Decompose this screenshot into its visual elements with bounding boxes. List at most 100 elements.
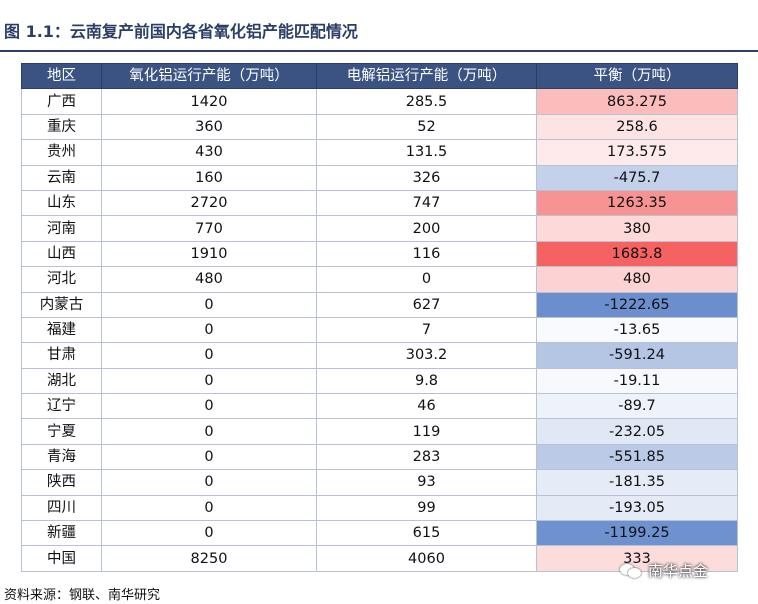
- region-cell: 福建: [21, 316, 102, 344]
- table-row: 贵州 430 131.5 173.575: [21, 139, 738, 166]
- balance-cell: -232.05: [536, 418, 738, 445]
- balance-cell: -1222.65: [536, 291, 738, 318]
- title-divider: [0, 50, 758, 52]
- watermark: 南华点金: [620, 560, 708, 581]
- region-cell: 新疆: [21, 520, 102, 547]
- region-cell: 重庆: [21, 113, 102, 141]
- alumina-capacity-cell: 480: [101, 266, 317, 293]
- header-alumina-capacity: 氧化铝运行产能（万吨）: [101, 62, 317, 90]
- balance-cell: 333: [536, 545, 738, 572]
- electrolytic-capacity-cell: 9.8: [316, 367, 537, 395]
- alumina-capacity-cell: 0: [101, 443, 317, 471]
- header-region: 地区: [21, 62, 102, 90]
- alumina-capacity-cell: 0: [101, 291, 317, 318]
- region-cell: 内蒙古: [21, 291, 102, 318]
- table-row: 云南 160 326 -475.7: [21, 164, 738, 191]
- electrolytic-capacity-cell: 4060: [316, 545, 537, 572]
- alumina-capacity-cell: 2720: [101, 189, 317, 217]
- electrolytic-capacity-cell: 615: [316, 520, 537, 547]
- balance-cell: -13.65: [536, 316, 738, 344]
- table-row: 甘肃 0 303.2 -591.24: [21, 342, 738, 369]
- region-cell: 青海: [21, 443, 102, 471]
- table-row: 山东 2720 747 1263.35: [21, 189, 738, 217]
- alumina-capacity-cell: 0: [101, 469, 317, 496]
- table-row: 辽宁 0 46 -89.7: [21, 393, 738, 420]
- electrolytic-capacity-cell: 46: [316, 393, 537, 420]
- table-row: 湖北 0 9.8 -19.11: [21, 367, 738, 395]
- alumina-capacity-cell: 0: [101, 367, 317, 395]
- region-cell: 甘肃: [21, 342, 102, 369]
- balance-cell: -193.05: [536, 494, 738, 522]
- table-row: 青海 0 283 -551.85: [21, 443, 738, 471]
- alumina-capacity-cell: 0: [101, 316, 317, 344]
- balance-cell: -591.24: [536, 342, 738, 369]
- region-cell: 辽宁: [21, 393, 102, 420]
- region-cell: 中国: [21, 545, 102, 572]
- electrolytic-capacity-cell: 285.5: [316, 88, 537, 115]
- alumina-capacity-cell: 0: [101, 393, 317, 420]
- region-cell: 四川: [21, 494, 102, 522]
- balance-cell: -181.35: [536, 469, 738, 496]
- table-row: 新疆 0 615 -1199.25: [21, 520, 738, 547]
- balance-cell: 863.275: [536, 88, 738, 115]
- balance-cell: 1683.8: [536, 240, 738, 268]
- electrolytic-capacity-cell: 116: [316, 240, 537, 268]
- wechat-icon: [620, 562, 642, 580]
- capacity-table: 地区 氧化铝运行产能（万吨） 电解铝运行产能（万吨） 平衡（万吨） 广西 1420…: [21, 62, 738, 572]
- balance-cell: 173.575: [536, 139, 738, 166]
- alumina-capacity-cell: 0: [101, 418, 317, 445]
- alumina-capacity-cell: 430: [101, 139, 317, 166]
- electrolytic-capacity-cell: 7: [316, 316, 537, 344]
- electrolytic-capacity-cell: 0: [316, 266, 537, 293]
- electrolytic-capacity-cell: 326: [316, 164, 537, 191]
- balance-cell: 380: [536, 215, 738, 242]
- electrolytic-capacity-cell: 627: [316, 291, 537, 318]
- watermark-text: 南华点金: [648, 562, 709, 580]
- alumina-capacity-cell: 770: [101, 215, 317, 242]
- electrolytic-capacity-cell: 99: [316, 494, 537, 522]
- alumina-capacity-cell: 0: [101, 494, 317, 522]
- electrolytic-capacity-cell: 93: [316, 469, 537, 496]
- balance-cell: -1199.25: [536, 520, 738, 547]
- table-row: 河南 770 200 380: [21, 215, 738, 242]
- alumina-capacity-cell: 8250: [101, 545, 317, 572]
- electrolytic-capacity-cell: 119: [316, 418, 537, 445]
- electrolytic-capacity-cell: 283: [316, 443, 537, 471]
- balance-cell: -19.11: [536, 367, 738, 395]
- region-cell: 贵州: [21, 139, 102, 166]
- region-cell: 河南: [21, 215, 102, 242]
- region-cell: 云南: [21, 164, 102, 191]
- alumina-capacity-cell: 1420: [101, 88, 317, 115]
- header-electrolytic-capacity: 电解铝运行产能（万吨）: [316, 62, 537, 90]
- balance-cell: -89.7: [536, 393, 738, 420]
- table-row: 陕西 0 93 -181.35: [21, 469, 738, 496]
- electrolytic-capacity-cell: 131.5: [316, 139, 537, 166]
- electrolytic-capacity-cell: 200: [316, 215, 537, 242]
- balance-cell: -475.7: [536, 164, 738, 191]
- balance-cell: -551.85: [536, 443, 738, 471]
- region-cell: 山东: [21, 189, 102, 217]
- table-row: 四川 0 99 -193.05: [21, 494, 738, 522]
- region-cell: 湖北: [21, 367, 102, 395]
- electrolytic-capacity-cell: 747: [316, 189, 537, 217]
- balance-cell: 480: [536, 266, 738, 293]
- figure-title: 图 1.1：云南复产前国内各省氧化铝产能匹配情况: [4, 22, 358, 41]
- balance-cell: 1263.35: [536, 189, 738, 217]
- region-cell: 宁夏: [21, 418, 102, 445]
- electrolytic-capacity-cell: 52: [316, 113, 537, 141]
- electrolytic-capacity-cell: 303.2: [316, 342, 537, 369]
- alumina-capacity-cell: 160: [101, 164, 317, 191]
- table-row: 广西 1420 285.5 863.275: [21, 88, 738, 115]
- source-note: 资料来源：钢联、南华研究: [4, 588, 161, 603]
- table-header-row: 地区 氧化铝运行产能（万吨） 电解铝运行产能（万吨） 平衡（万吨）: [21, 62, 738, 90]
- region-cell: 山西: [21, 240, 102, 268]
- alumina-capacity-cell: 360: [101, 113, 317, 141]
- table-row: 河北 480 0 480: [21, 266, 738, 293]
- table-row: 中国 8250 4060 333: [21, 545, 738, 572]
- table-body: 广西 1420 285.5 863.275 重庆 360 52 258.6 贵州 430 131.5…: [21, 88, 738, 572]
- table-row: 内蒙古 0 627 -1222.65: [21, 291, 738, 318]
- balance-cell: 258.6: [536, 113, 738, 141]
- table-row: 福建 0 7 -13.65: [21, 316, 738, 344]
- alumina-capacity-cell: 0: [101, 342, 317, 369]
- table-row: 重庆 360 52 258.6: [21, 113, 738, 141]
